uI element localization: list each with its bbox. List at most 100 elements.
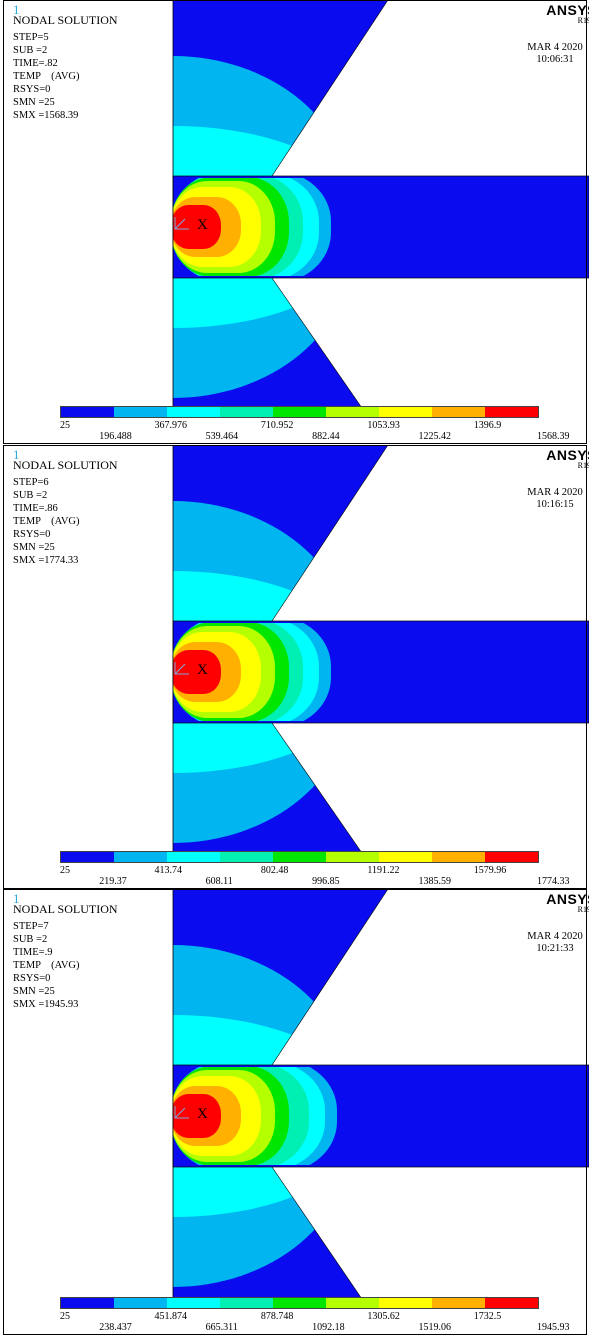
- step-value: STEP=7: [13, 921, 49, 932]
- contour-panel-3: X 1 NODAL SOLUTION STEP=7 SUB =2 TIME=.9 TEMP …: [0, 889, 589, 1335]
- legend-swatch: [114, 407, 167, 417]
- upper-wedge-band: [173, 1015, 353, 1065]
- legend-swatch: [326, 1298, 379, 1308]
- legend-bar: [60, 851, 539, 863]
- substep-value: SUB =2: [13, 490, 48, 501]
- legend-tick-label: 878.748: [260, 1311, 294, 1322]
- result-type: TEMP (AVG): [13, 960, 80, 971]
- legend-swatch: [220, 852, 273, 862]
- time-value: TIME=.86: [13, 503, 58, 514]
- max-value: SMX =1774.33: [13, 555, 79, 566]
- legend-swatch: [432, 1298, 485, 1308]
- legend-tick-label: 1579.96: [473, 865, 507, 876]
- legend-swatch: [167, 407, 220, 417]
- min-value: SMN =25: [13, 986, 55, 997]
- brand-logo: ANSYS: [546, 2, 589, 18]
- brand-logo: ANSYS: [546, 447, 589, 463]
- legend-tick-label: 1568.39: [537, 431, 570, 442]
- lower-wedge-band: [173, 278, 353, 328]
- timestamp: MAR 4 2020 10:21:33: [515, 931, 589, 955]
- legend-tick-label: 25: [60, 1311, 70, 1322]
- legend-bar: [60, 1297, 539, 1309]
- legend-swatch: [432, 407, 485, 417]
- legend-tick-label: 1732.5: [473, 1311, 502, 1322]
- brand-version: R19.0: [577, 905, 589, 914]
- rsys-value: RSYS=0: [13, 529, 51, 540]
- legend-tick-label: 539.464: [205, 431, 239, 442]
- legend-tick-label: 1945.93: [537, 1322, 570, 1333]
- max-value: SMX =1945.93: [13, 999, 79, 1010]
- solution-title: NODAL SOLUTION: [13, 458, 118, 472]
- legend-tick-label: 196.488: [99, 431, 132, 442]
- lower-wedge-band: [173, 723, 353, 773]
- lower-wedge-band: [173, 1167, 353, 1287]
- brand-version: R19.0: [577, 16, 589, 25]
- window-number: 1: [13, 891, 20, 906]
- legend-swatch: [273, 407, 326, 417]
- legend-tick-label: 710.952: [260, 420, 294, 431]
- date-label: MAR 4 2020: [527, 487, 583, 498]
- axis-x-label: X: [197, 217, 208, 233]
- timestamp: MAR 4 2020 10:06:31: [515, 42, 589, 66]
- brand-version: R19.0: [577, 461, 589, 470]
- upper-wedge-band: [173, 56, 353, 176]
- legend-swatch: [273, 1298, 326, 1308]
- window-number: 1: [13, 447, 20, 462]
- legend-tick-label: 451.874: [154, 1311, 187, 1322]
- window-number: 1: [13, 2, 20, 17]
- legend-swatch: [114, 852, 167, 862]
- legend-swatch: [326, 852, 379, 862]
- legend-tick-label: 1305.62: [367, 1311, 400, 1322]
- date-label: MAR 4 2020: [527, 42, 583, 53]
- time-value: TIME=.9: [13, 947, 53, 958]
- upper-wedge-band: [173, 501, 353, 621]
- legend-tick-label: 665.311: [205, 1322, 238, 1333]
- coordinate-triad-icon: [174, 662, 189, 675]
- solution-info: 1 NODAL SOLUTION STEP=5 SUB =2 TIME=.82 TEMP …: [13, 2, 118, 122]
- solution-info: 1 NODAL SOLUTION STEP=6 SUB =2 TIME=.86 TEMP …: [13, 447, 118, 567]
- time-label: 10:21:33: [536, 943, 574, 954]
- solution-info: 1 NODAL SOLUTION STEP=7 SUB =2 TIME=.9 TEMP (…: [13, 891, 118, 1011]
- legend-tick-label: 1225.42: [418, 431, 452, 442]
- legend-swatch: [273, 852, 326, 862]
- contour-plot: X: [172, 0, 589, 409]
- lower-wedge-band: [173, 723, 353, 843]
- result-type: TEMP (AVG): [13, 71, 80, 82]
- time-value: TIME=.82: [13, 58, 58, 69]
- timestamp: MAR 4 2020 10:16:15: [515, 487, 589, 511]
- color-legend: 25 451.874 878.748 1305.62 1732.5 238.437 665.…: [60, 1297, 570, 1333]
- lower-wedge-band: [173, 278, 353, 398]
- color-legend: 25 367.976 710.952 1053.93 1396.9 196.488 539.…: [60, 406, 570, 442]
- legend-swatch: [220, 407, 273, 417]
- rsys-value: RSYS=0: [13, 84, 51, 95]
- step-value: STEP=5: [13, 32, 49, 43]
- upper-wedge-band: [173, 126, 353, 176]
- time-label: 10:06:31: [536, 54, 574, 65]
- legend-swatch: [61, 407, 114, 417]
- brand-logo: ANSYS: [546, 891, 589, 907]
- legend-tick-label: 1191.22: [367, 865, 400, 876]
- legend-swatch: [167, 852, 220, 862]
- legend-tick-label: 882.44: [312, 431, 340, 442]
- legend-tick-label: 238.437: [99, 1322, 132, 1333]
- legend-swatch: [114, 1298, 167, 1308]
- legend-bar: [60, 406, 539, 418]
- legend-tick-label: 802.48: [260, 865, 289, 876]
- min-value: SMN =25: [13, 97, 55, 108]
- legend-tick-label: 1519.06: [418, 1322, 452, 1333]
- legend-swatch: [432, 852, 485, 862]
- date-label: MAR 4 2020: [527, 931, 583, 942]
- legend-swatch: [379, 407, 432, 417]
- rsys-value: RSYS=0: [13, 973, 51, 984]
- ansys-logo: ANSYSR19.0: [517, 2, 589, 25]
- lower-wedge-band: [173, 1167, 353, 1217]
- legend-swatch: [379, 852, 432, 862]
- legend-swatch: [326, 407, 379, 417]
- heat-band: [173, 205, 221, 249]
- heat-band: [173, 650, 221, 694]
- contour-panel-1: X 1 NODAL SOLUTION STEP=5 SUB =2 TIME=.82 TEMP…: [0, 0, 589, 444]
- max-value: SMX =1568.39: [13, 110, 79, 121]
- legend-swatch: [61, 852, 114, 862]
- substep-value: SUB =2: [13, 45, 48, 56]
- legend-tick-label: 1396.9: [473, 420, 502, 431]
